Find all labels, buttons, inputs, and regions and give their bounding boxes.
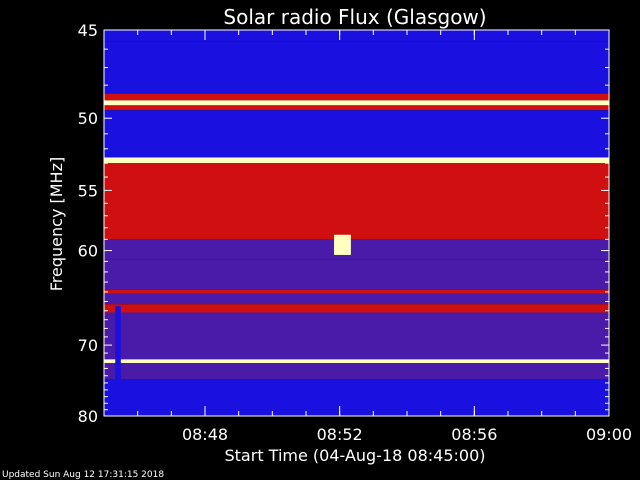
band-6 xyxy=(104,157,609,164)
band-11 xyxy=(104,293,609,305)
x-tick-label-08:52: 08:52 xyxy=(317,425,363,444)
band-14 xyxy=(104,359,609,364)
y-axis-label: Frequency [MHz] xyxy=(47,157,66,291)
band-5 xyxy=(104,110,609,158)
band-3 xyxy=(104,100,609,106)
y-tick-label-80: 80 xyxy=(78,407,98,426)
plot-frame xyxy=(103,29,610,417)
band-16 xyxy=(104,379,609,416)
band-7 xyxy=(104,163,609,240)
x-axis-ticks: 08:48 08:52 08:56 09:00 xyxy=(103,30,632,444)
chart-title: Solar radio Flux (Glasgow) xyxy=(223,5,486,29)
band-13 xyxy=(104,312,609,360)
band-12 xyxy=(104,304,609,313)
x-tick-label-08:48: 08:48 xyxy=(182,425,228,444)
y-tick-label-45: 45 xyxy=(78,21,98,40)
y-axis-ticks: 45 50 55 60 70 80 xyxy=(78,21,609,426)
y-tick-label-60: 60 xyxy=(78,242,98,261)
band-15 xyxy=(104,363,609,380)
plot-area xyxy=(103,29,610,417)
band-9 xyxy=(104,259,609,290)
band-0 xyxy=(104,30,609,42)
y-tick-label-55: 55 xyxy=(78,181,98,200)
feature-0 xyxy=(334,234,351,255)
y-tick-label-70: 70 xyxy=(78,336,98,355)
band-10 xyxy=(104,289,609,294)
band-1 xyxy=(104,41,609,94)
band-2 xyxy=(104,93,609,101)
x-tick-label-08:56: 08:56 xyxy=(451,425,497,444)
feature-1 xyxy=(115,306,121,380)
y-tick-label-50: 50 xyxy=(78,109,98,128)
x-axis-label: Start Time (04-Aug-18 08:45:00) xyxy=(225,446,486,465)
band-8 xyxy=(104,239,609,260)
band-4 xyxy=(104,105,609,111)
update-timestamp: Updated Sun Aug 12 17:31:15 2018 xyxy=(2,470,164,480)
x-tick-label-09:00: 09:00 xyxy=(586,425,632,444)
